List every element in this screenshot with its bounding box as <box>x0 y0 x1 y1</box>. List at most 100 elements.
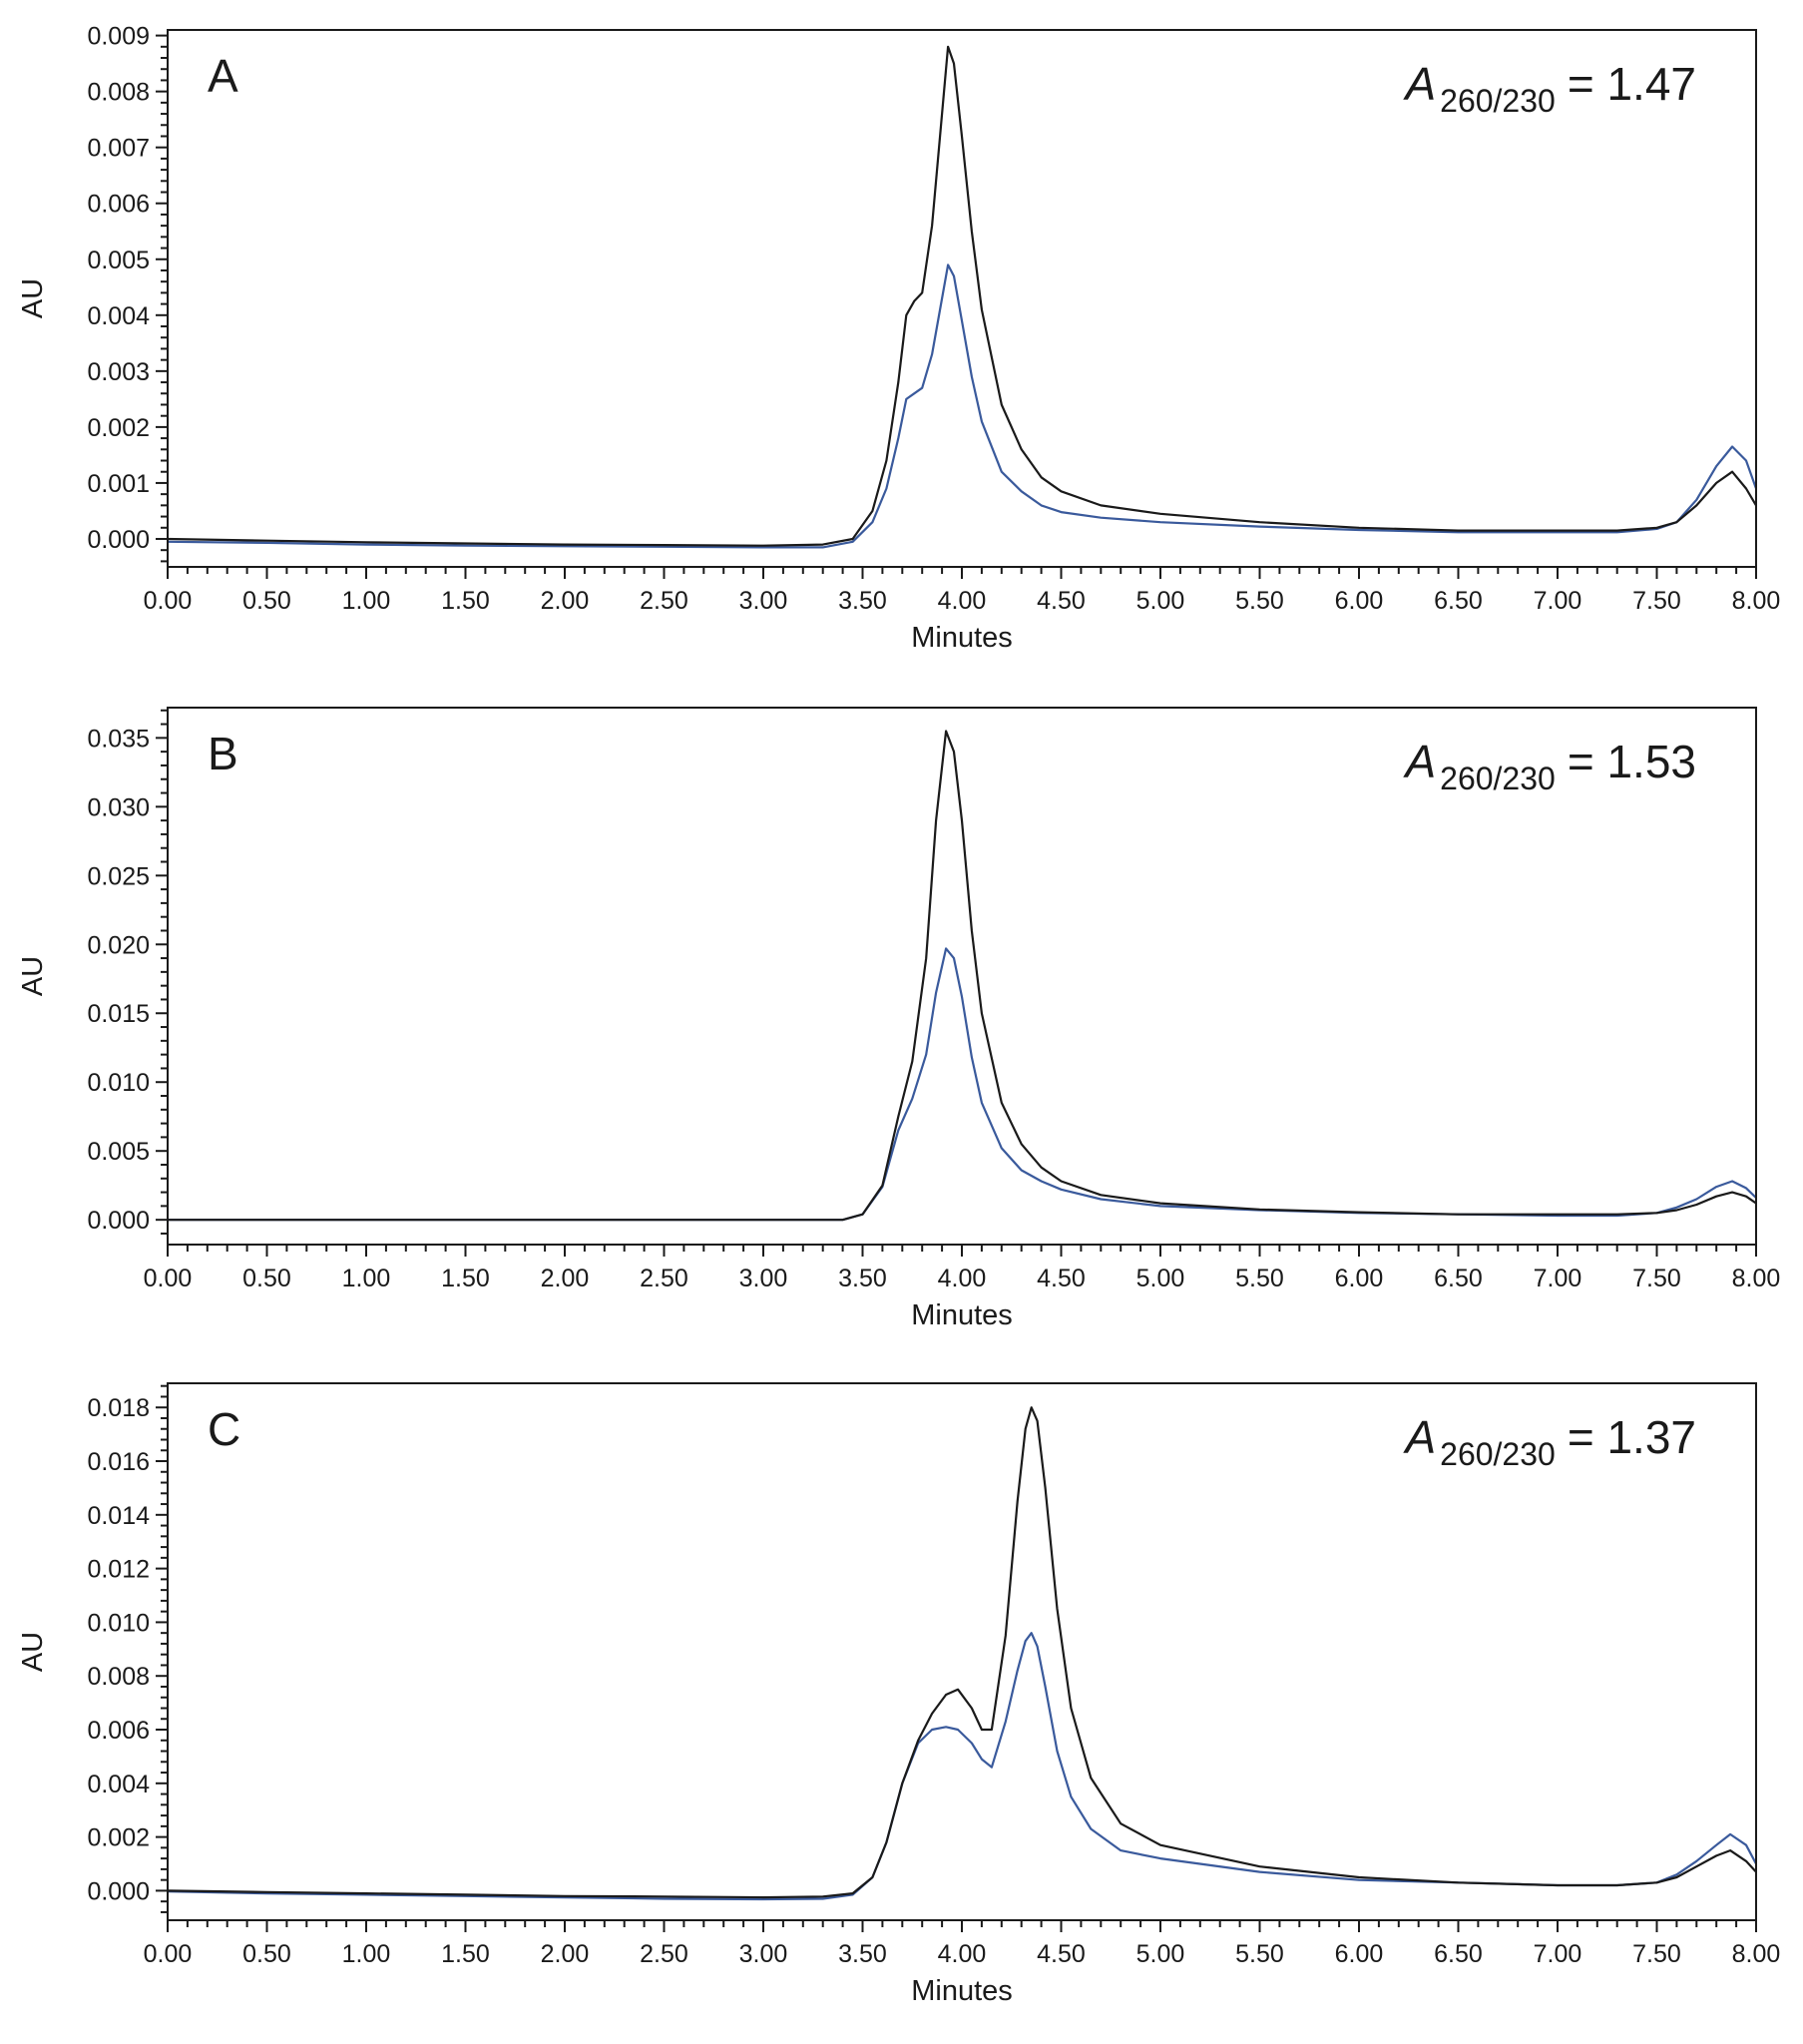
x-tick-label: 6.00 <box>1335 1940 1384 1968</box>
x-tick-label: 6.00 <box>1335 587 1384 615</box>
x-tick-label: 2.00 <box>541 1265 590 1292</box>
series-line-1 <box>168 45 1756 547</box>
x-tick-label: 4.50 <box>1037 1265 1086 1292</box>
y-tick-label: 0.016 <box>87 1448 150 1476</box>
x-tick-label: 7.00 <box>1534 1265 1582 1292</box>
absorbance-ratio-annotation: A 260/230 = 1.47 <box>1402 58 1696 119</box>
chart-panel-b: 0.00 0.50 1.00 1.50 2.00 2.50 3.00 3.50 4.00 4.50… <box>17 707 1781 1331</box>
x-tick-label: 4.00 <box>938 1265 987 1292</box>
ratio-subscript: 260/230 <box>1440 1436 1556 1472</box>
x-tick-label: 7.00 <box>1534 1940 1582 1968</box>
ratio-subscript: 260/230 <box>1440 761 1556 796</box>
x-tick-label: 4.50 <box>1037 1940 1086 1968</box>
x-tick-label: 8.00 <box>1732 1265 1781 1292</box>
x-tick-label: 1.50 <box>441 587 490 615</box>
x-tick-label: 1.50 <box>441 1940 490 1968</box>
absorbance-ratio-annotation: A 260/230 = 1.53 <box>1402 736 1696 796</box>
x-tick-label: 5.00 <box>1136 1940 1185 1968</box>
y-tick-label: 0.025 <box>87 862 150 890</box>
x-tick-label: 7.50 <box>1632 1265 1681 1292</box>
x-tick-label: 3.50 <box>838 1265 887 1292</box>
y-tick-label: 0.010 <box>87 1069 150 1097</box>
y-tick-label: 0.002 <box>87 414 150 442</box>
panel-label: C <box>208 1403 240 1455</box>
x-tick-label: 5.00 <box>1136 587 1185 615</box>
x-tick-label: 2.00 <box>541 587 590 615</box>
ratio-symbol: A <box>1402 736 1436 787</box>
x-tick-label: 5.50 <box>1235 1940 1284 1968</box>
y-tick-label: 0.000 <box>87 1877 150 1905</box>
x-tick-label: 5.50 <box>1235 587 1284 615</box>
series-line-1 <box>168 1406 1756 1899</box>
x-tick-label: 4.50 <box>1037 587 1086 615</box>
ratio-value: = 1.47 <box>1568 58 1696 110</box>
chart-panel-a: 0.00 0.50 1.00 1.50 2.00 2.50 3.00 3.50 4.00 4.50… <box>17 23 1780 654</box>
x-axis-title: Minutes <box>911 1299 1013 1331</box>
y-tick-label: 0.010 <box>87 1609 150 1637</box>
y-tick-label: 0.003 <box>87 358 150 386</box>
x-tick-label: 3.50 <box>838 587 887 615</box>
y-tick-label: 0.009 <box>87 23 150 51</box>
ratio-symbol: A <box>1402 1411 1436 1463</box>
x-tick-label: 6.50 <box>1434 1940 1483 1968</box>
x-tick-label: 6.50 <box>1434 587 1483 615</box>
x-tick-label: 1.50 <box>441 1265 490 1292</box>
panel-label: B <box>208 728 238 779</box>
x-tick-label: 5.50 <box>1235 1265 1284 1292</box>
x-tick-label: 1.00 <box>342 587 391 615</box>
y-tick-label: 0.030 <box>87 793 150 821</box>
y-axis-title: AU <box>17 956 49 996</box>
x-tick-label: 7.00 <box>1534 587 1582 615</box>
x-tick-label: 0.50 <box>242 1265 291 1292</box>
y-tick-label: 0.002 <box>87 1824 150 1852</box>
absorbance-ratio-annotation: A 260/230 = 1.37 <box>1402 1411 1696 1472</box>
x-tick-label: 6.00 <box>1335 1265 1384 1292</box>
series-line-1 <box>168 730 1756 1222</box>
y-tick-label: 0.004 <box>87 1771 150 1798</box>
y-axis-title: AU <box>17 1632 49 1672</box>
x-tick-label: 8.00 <box>1732 1940 1781 1968</box>
x-tick-label: 1.00 <box>342 1940 391 1968</box>
x-tick-label: 0.50 <box>242 587 291 615</box>
x-tick-label: 8.00 <box>1732 587 1781 615</box>
ratio-symbol: A <box>1402 58 1436 110</box>
y-tick-label: 0.000 <box>87 526 150 554</box>
y-tick-label: 0.007 <box>87 135 150 163</box>
chart-panel-c: 0.00 0.50 1.00 1.50 2.00 2.50 3.00 3.50 4.00 4.50… <box>17 1382 1781 2007</box>
y-tick-label: 0.035 <box>87 725 150 753</box>
x-tick-label: 0.50 <box>242 1940 291 1968</box>
ratio-value: = 1.53 <box>1568 736 1696 787</box>
series-line-2 <box>168 947 1756 1222</box>
x-tick-label: 0.00 <box>144 1265 193 1292</box>
x-tick-label: 2.50 <box>640 1940 688 1968</box>
y-tick-label: 0.020 <box>87 931 150 959</box>
panel-label: A <box>208 50 238 102</box>
x-tick-label: 0.00 <box>144 587 193 615</box>
series-line-2 <box>168 1632 1756 1901</box>
x-axis-title: Minutes <box>911 1975 1013 2007</box>
y-tick-label: 0.008 <box>87 79 150 107</box>
x-tick-label: 3.00 <box>739 1940 788 1968</box>
y-tick-label: 0.000 <box>87 1207 150 1235</box>
x-tick-label: 4.00 <box>938 587 987 615</box>
x-tick-label: 4.00 <box>938 1940 987 1968</box>
series-line-2 <box>168 263 1756 549</box>
y-axis-title: AU <box>17 278 49 318</box>
x-tick-label: 2.50 <box>640 587 688 615</box>
x-tick-label: 6.50 <box>1434 1265 1483 1292</box>
y-tick-label: 0.015 <box>87 1000 150 1028</box>
x-tick-label: 7.50 <box>1632 587 1681 615</box>
y-tick-label: 0.012 <box>87 1556 150 1584</box>
ratio-value: = 1.37 <box>1568 1411 1696 1463</box>
x-tick-label: 3.50 <box>838 1940 887 1968</box>
y-tick-label: 0.001 <box>87 470 150 498</box>
y-tick-label: 0.008 <box>87 1663 150 1691</box>
x-tick-label: 5.00 <box>1136 1265 1185 1292</box>
x-axis-title: Minutes <box>911 622 1013 654</box>
x-tick-label: 7.50 <box>1632 1940 1681 1968</box>
y-tick-label: 0.005 <box>87 247 150 274</box>
y-tick-label: 0.006 <box>87 1717 150 1745</box>
x-tick-label: 2.50 <box>640 1265 688 1292</box>
y-tick-label: 0.006 <box>87 191 150 219</box>
